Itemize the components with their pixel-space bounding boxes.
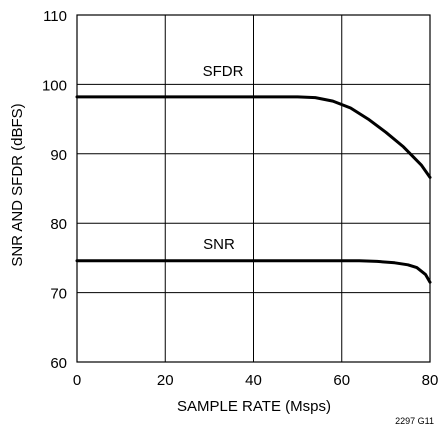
y-tick-label: 70: [50, 286, 67, 303]
y-tick-label: 100: [42, 77, 67, 94]
x-tick-label: 40: [245, 372, 262, 389]
y-tick-label: 60: [50, 355, 67, 372]
plot-frame: [76, 14, 431, 363]
series-lines: [75, 95, 432, 284]
x-tick-label: 20: [157, 372, 174, 389]
y-tick-labels: 60 70 80 90 100 110: [42, 8, 67, 372]
x-axis-title: SAMPLE RATE (Msps): [177, 398, 331, 415]
y-axis-title: SNR AND SFDR (dBFS): [9, 103, 26, 266]
y-tick-label: 90: [50, 147, 67, 164]
sfdr-series-line: [75, 95, 432, 179]
x-tick-label: 60: [333, 372, 350, 389]
figure-id: 2297 G11: [395, 416, 434, 425]
grid: [77, 15, 430, 362]
x-tick-label: 80: [422, 372, 438, 389]
sfdr-series-label: SFDR: [203, 63, 244, 80]
x-tick-labels: 0 20 40 60 80: [73, 372, 438, 389]
y-tick-label: 80: [50, 216, 67, 233]
snr-series-line: [75, 259, 432, 284]
x-tick-label: 0: [73, 372, 81, 389]
snr-series-label: SNR: [203, 236, 235, 253]
y-tick-label: 110: [43, 8, 67, 25]
